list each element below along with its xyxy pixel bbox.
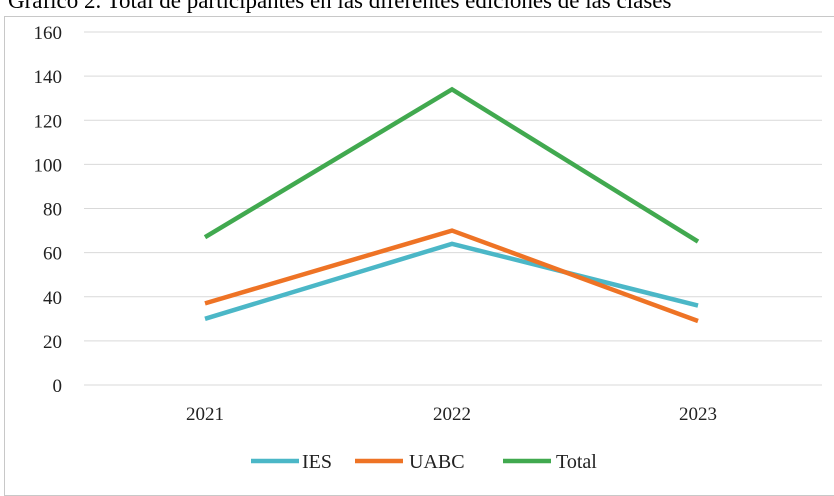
y-tick-label: 160 bbox=[34, 23, 63, 44]
series-lines bbox=[203, 86, 700, 324]
y-axis-ticks: 0 20 40 60 80 100 120 140 160 bbox=[34, 23, 63, 397]
gridlines bbox=[84, 31, 822, 386]
legend-label-total: Total bbox=[556, 451, 597, 473]
y-tick-label: 120 bbox=[34, 111, 63, 132]
y-tick-label: 40 bbox=[43, 288, 62, 309]
line-chart: 0 20 40 60 80 100 120 140 160 2021 2022 2023 IES UA… bbox=[34, 23, 822, 473]
legend-label-uabc: UABC bbox=[409, 451, 465, 473]
series-line-ies bbox=[204, 241, 699, 321]
chart-title: Gráfico 2. Total de participantes en las… bbox=[8, 0, 672, 13]
x-tick-label: 2023 bbox=[679, 404, 717, 425]
legend-label-ies: IES bbox=[302, 451, 332, 473]
y-tick-label: 100 bbox=[34, 155, 63, 176]
x-tick-label: 2022 bbox=[433, 404, 471, 425]
series-line-total bbox=[203, 86, 700, 244]
y-tick-label: 140 bbox=[34, 67, 63, 88]
y-tick-label: 20 bbox=[43, 332, 62, 353]
y-tick-label: 80 bbox=[43, 200, 62, 221]
x-axis-ticks: 2021 2022 2023 bbox=[186, 404, 717, 425]
x-tick-label: 2021 bbox=[186, 404, 224, 425]
series-line-uabc bbox=[204, 228, 699, 324]
legend: IES UABC Total bbox=[251, 451, 597, 473]
y-tick-label: 0 bbox=[53, 376, 63, 397]
y-tick-label: 60 bbox=[43, 244, 62, 265]
